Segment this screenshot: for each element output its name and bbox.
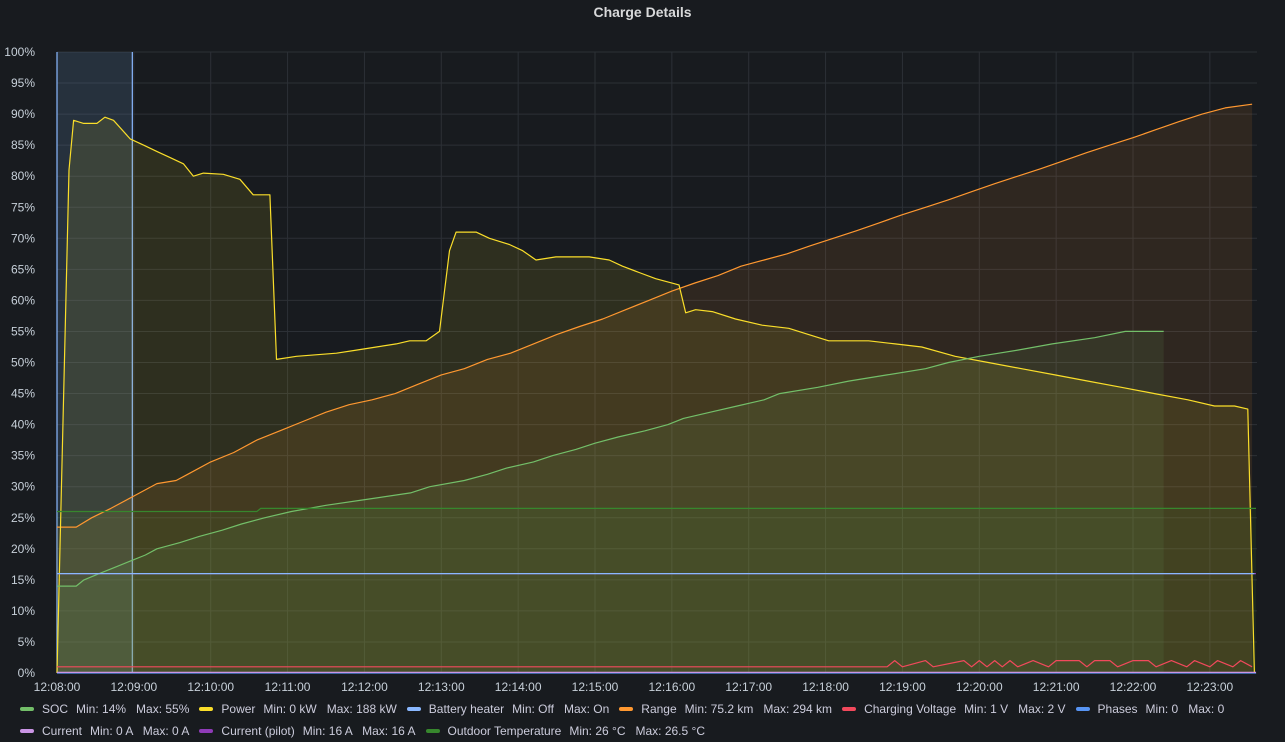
x-tick-label: 12:21:00 xyxy=(1033,680,1080,694)
y-tick-label: 25% xyxy=(11,511,35,525)
legend-stats: Min: 26 °C Max: 26.5 °C xyxy=(569,724,705,738)
legend-label: Power xyxy=(221,702,256,716)
series-line-charging-voltage[interactable] xyxy=(57,660,1253,668)
legend-swatch xyxy=(1075,707,1090,711)
legend-item[interactable]: Outdoor Temperature Min: 26 °C Max: 26.5 … xyxy=(425,720,705,742)
axis-layer: 0% 5% 10% 15% 20% 25% 30% 35% 40% 45% 50% 55% 60% 65%… xyxy=(4,45,1233,694)
x-tick-label: 12:18:00 xyxy=(802,680,849,694)
legend-swatch xyxy=(406,707,421,711)
x-tick-label: 12:11:00 xyxy=(265,680,311,694)
series-layer xyxy=(56,103,1256,674)
legend-swatch xyxy=(842,707,857,711)
legend-stats: Min: 14% Max: 55% xyxy=(76,702,190,716)
x-tick-label: 12:20:00 xyxy=(956,680,1003,694)
legend-label: Charging Voltage xyxy=(864,702,957,716)
series-line-power[interactable] xyxy=(56,116,1255,674)
x-tick-label: 12:10:00 xyxy=(187,680,234,694)
y-tick-label: 35% xyxy=(11,449,35,463)
series-area-soc xyxy=(57,331,1164,673)
legend-swatch xyxy=(199,729,214,733)
x-tick-label: 12:14:00 xyxy=(495,680,542,694)
y-tick-label: 20% xyxy=(11,542,35,556)
x-tick-label: 12:23:00 xyxy=(1186,680,1233,694)
y-tick-label: 90% xyxy=(11,107,35,121)
highlight-layer xyxy=(56,52,133,673)
legend-stats: Min: 0 A Max: 0 A xyxy=(90,724,190,738)
legend-item[interactable]: SOC Min: 14% Max: 55% xyxy=(20,698,189,720)
panel-title: Charge Details xyxy=(593,4,692,20)
legend-swatch xyxy=(619,707,634,711)
legend-item[interactable]: Charging Voltage Min: 1 V Max: 2 V xyxy=(842,698,1066,720)
legend-label: Phases xyxy=(1097,702,1138,716)
y-tick-label: 80% xyxy=(11,169,35,183)
series-line-outdoor-temperature[interactable] xyxy=(57,507,1256,513)
x-tick-label: 12:16:00 xyxy=(648,680,695,694)
legend-label: Current xyxy=(42,724,83,738)
x-tick-label: 12:09:00 xyxy=(110,680,157,694)
legend-stats: Min: 1 V Max: 2 V xyxy=(964,702,1066,716)
y-tick-label: 55% xyxy=(11,324,35,338)
legend-swatch xyxy=(199,707,214,711)
legend-stats: Min: 0 kW Max: 188 kW xyxy=(263,702,397,716)
y-tick-label: 65% xyxy=(11,262,35,276)
x-tick-label: 12:22:00 xyxy=(1110,680,1157,694)
y-tick-label: 30% xyxy=(11,480,35,494)
series-line-soc[interactable] xyxy=(57,330,1164,587)
y-tick-label: 5% xyxy=(18,635,36,649)
legend-label: Battery heater xyxy=(428,702,505,716)
x-tick-label: 12:19:00 xyxy=(879,680,926,694)
legend-stats: Min: Off Max: On xyxy=(512,702,610,716)
y-tick-label: 40% xyxy=(11,418,35,432)
series-area-range xyxy=(57,104,1253,673)
legend-label: Current (pilot) xyxy=(221,724,295,738)
x-tick-label: 12:08:00 xyxy=(34,680,81,694)
legend: SOC Min: 14% Max: 55% Power Min: 0 kW Max: … xyxy=(20,698,1280,742)
legend-swatch xyxy=(20,707,34,711)
legend-item[interactable]: Current (pilot) Min: 16 A Max: 16 A xyxy=(199,720,416,742)
series-area-power xyxy=(57,117,1255,673)
legend-item[interactable]: Battery heater Min: Off Max: On xyxy=(406,698,610,720)
legend-item[interactable]: Phases Min: 0 Max: 0 xyxy=(1075,698,1225,720)
series-line-range[interactable] xyxy=(57,103,1253,528)
legend-item[interactable]: Range Min: 75.2 km Max: 294 km xyxy=(619,698,832,720)
y-tick-label: 50% xyxy=(11,356,35,370)
series-area-outdoor-temperature xyxy=(57,508,1256,673)
legend-label: Range xyxy=(641,702,677,716)
legend-stats: Min: 16 A Max: 16 A xyxy=(302,724,416,738)
y-tick-label: 70% xyxy=(11,231,35,245)
y-tick-label: 0% xyxy=(18,666,36,680)
legend-item[interactable]: Power Min: 0 kW Max: 188 kW xyxy=(199,698,397,720)
x-tick-label: 12:17:00 xyxy=(725,680,772,694)
x-tick-label: 12:13:00 xyxy=(418,680,465,694)
y-tick-label: 95% xyxy=(11,76,35,90)
legend-label: SOC xyxy=(42,702,69,716)
y-tick-label: 15% xyxy=(11,573,35,587)
x-tick-label: 12:15:00 xyxy=(572,680,619,694)
y-tick-label: 60% xyxy=(11,293,35,307)
legend-label: Outdoor Temperature xyxy=(447,724,562,738)
x-tick-label: 12:12:00 xyxy=(341,680,388,694)
y-tick-label: 45% xyxy=(11,387,35,401)
annotation-region xyxy=(57,52,133,673)
legend-row: Current Min: 0 A Max: 0 A Current (pilot) M… xyxy=(20,720,1280,742)
y-tick-label: 75% xyxy=(11,200,35,214)
legend-item[interactable]: Current Min: 0 A Max: 0 A xyxy=(20,720,189,742)
y-tick-label: 85% xyxy=(11,138,35,152)
y-tick-label: 100% xyxy=(4,45,35,59)
legend-stats: Min: 0 Max: 0 xyxy=(1145,702,1225,716)
legend-stats: Min: 75.2 km Max: 294 km xyxy=(684,702,833,716)
legend-row: SOC Min: 14% Max: 55% Power Min: 0 kW Max: … xyxy=(20,698,1280,720)
legend-swatch xyxy=(20,729,34,733)
legend-swatch xyxy=(425,729,440,733)
y-tick-label: 10% xyxy=(11,604,35,618)
chart-plot[interactable]: 0% 5% 10% 15% 20% 25% 30% 35% 40% 45% 50% 55% 60% 65%… xyxy=(0,0,1285,700)
